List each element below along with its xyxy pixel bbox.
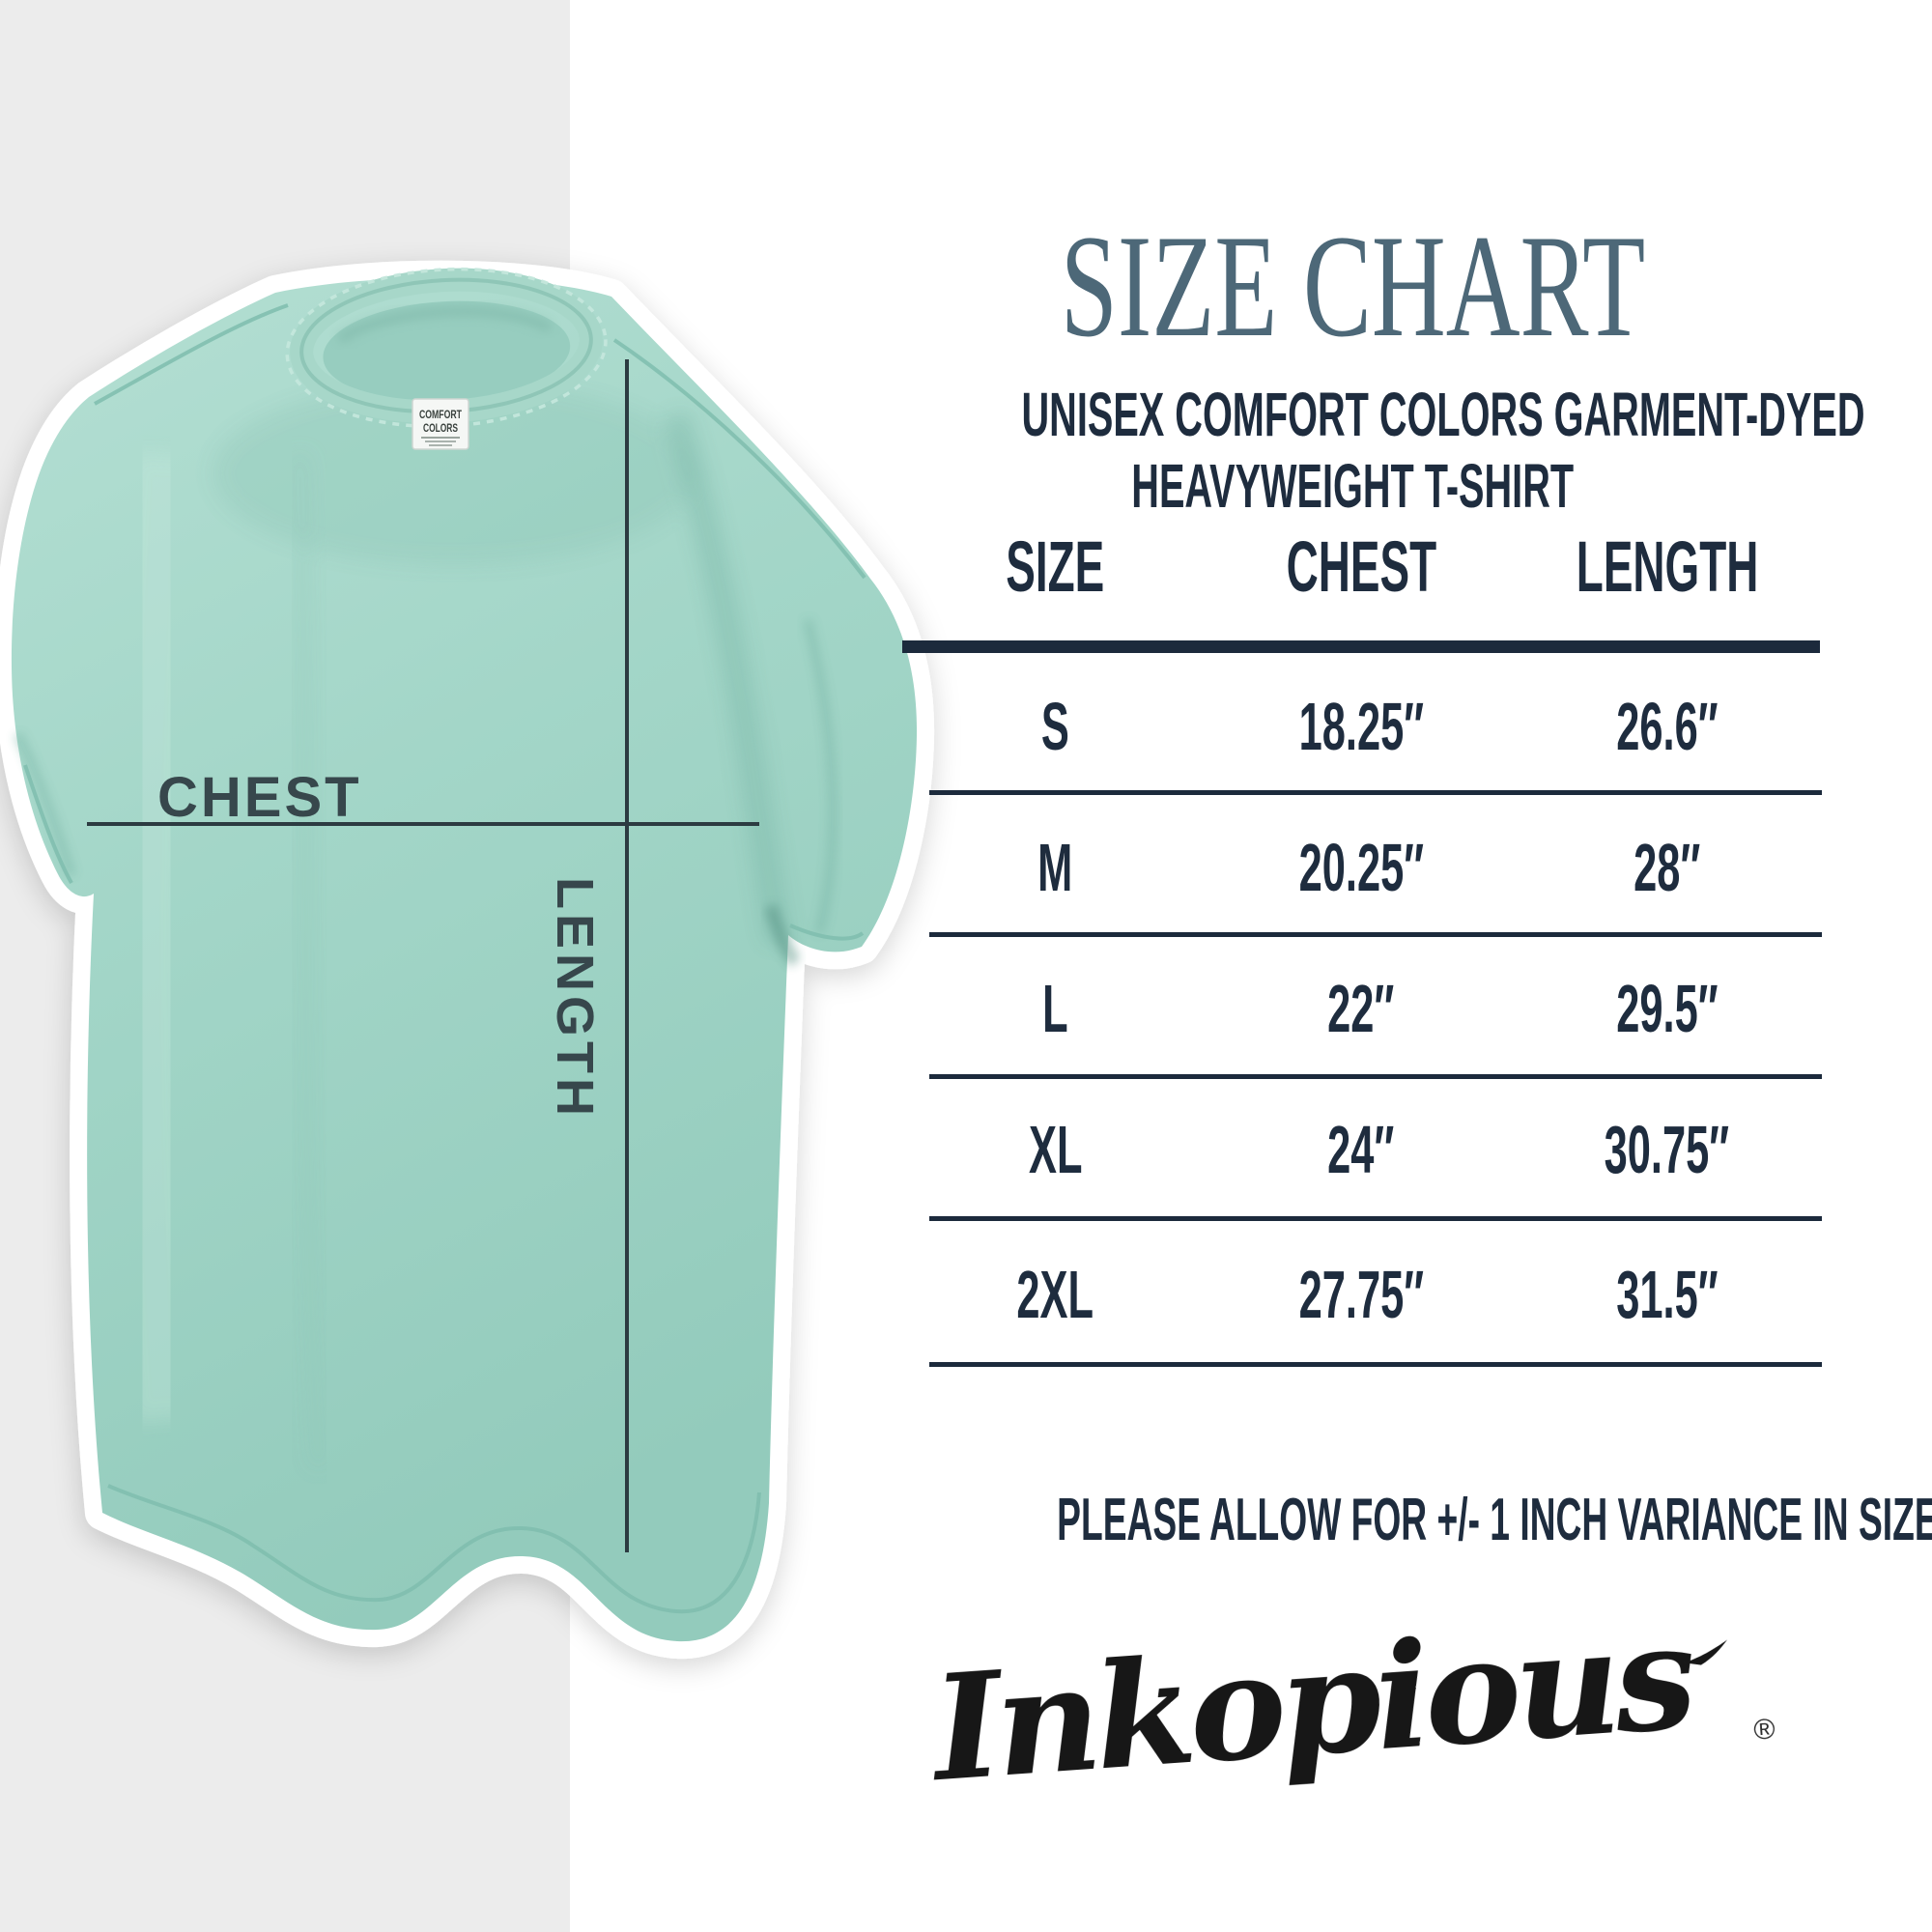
hem-stitching	[107, 1484, 761, 1614]
collar-tag-microtext	[421, 437, 460, 439]
size-value: L	[1042, 971, 1068, 1046]
brand-logo: Inkopious ®	[797, 1577, 1908, 1823]
page-title: SIZE CHART	[802, 213, 1903, 359]
body-crease-shade	[290, 453, 328, 1469]
under-collar-shade	[213, 382, 696, 565]
logo-flourish-icon	[1668, 1536, 1760, 1714]
shoulder-seam-right	[612, 338, 867, 580]
length-measure-label: LENGTH	[546, 877, 604, 1121]
table-row-divider	[929, 1074, 1822, 1079]
chest-value: 27.75″	[1298, 1257, 1424, 1332]
cuff-fold-left	[14, 731, 76, 877]
collar-tag-brand-line1: COMFORT	[419, 408, 462, 421]
chest-value: 20.25″	[1298, 830, 1424, 905]
cuff-stitch-right	[789, 923, 865, 941]
cuff-stitch-left	[23, 764, 73, 884]
collar-tag-microtext	[429, 444, 452, 446]
table-row: XL 24″ 30.75″	[902, 1092, 1820, 1208]
sleeve-fold-right	[803, 618, 838, 935]
body-highlight	[115, 452, 198, 1423]
length-value: 26.6″	[1616, 689, 1719, 764]
table-row: M 20.25″ 28″	[902, 810, 1820, 925]
subtitle-line2: HEAVYWEIGHT T-SHIRT	[1131, 451, 1574, 521]
armhole-shade-right	[664, 412, 791, 945]
page-subtitle: UNISEX COMFORT COLORS GARMENT-DYED HEAVY…	[763, 379, 1932, 522]
column-header-length: LENGTH	[1576, 526, 1758, 607]
table-row-divider	[929, 932, 1822, 937]
collar-tag: COMFORT COLORS	[412, 398, 469, 450]
length-value: 29.5″	[1616, 971, 1719, 1046]
shoulder-seam-left	[94, 303, 289, 406]
size-value: S	[1040, 689, 1069, 764]
registered-trademark-icon: ®	[1752, 1713, 1776, 1747]
collar-tag-brand-line2: COLORS	[423, 421, 458, 435]
table-row: S 18.25″ 26.6″	[902, 668, 1820, 784]
tshirt-body-shape	[0, 260, 935, 1660]
length-value: 30.75″	[1604, 1112, 1730, 1187]
column-header-size: SIZE	[1006, 526, 1105, 607]
table-row: 2XL 27.75″ 31.5″	[902, 1236, 1820, 1352]
collar-inner-shadow	[336, 306, 553, 344]
table-header-divider	[902, 640, 1820, 653]
subtitle-line1: UNISEX COMFORT COLORS GARMENT-DYED	[1021, 380, 1865, 449]
underarm-notch-right	[764, 904, 802, 967]
size-value: XL	[1028, 1112, 1083, 1187]
chest-measure-label: CHEST	[157, 766, 362, 829]
table-row-divider	[929, 1216, 1822, 1221]
page-title-text: SIZE CHART	[1060, 205, 1645, 367]
tshirt-sticker: COMFORT COLORS	[0, 260, 935, 1660]
table-row-divider	[929, 790, 1822, 795]
length-value: 31.5″	[1616, 1257, 1719, 1332]
table-bottom-divider	[929, 1362, 1822, 1367]
collar-opening	[323, 300, 571, 403]
collar-tag-microtext	[425, 440, 456, 442]
table-row: L 22″ 29.5″	[902, 951, 1820, 1066]
length-value: 28″	[1634, 830, 1701, 905]
chest-value: 18.25″	[1298, 689, 1424, 764]
column-header-chest: CHEST	[1286, 526, 1436, 607]
size-variance-note: PLEASE ALLOW FOR +/- 1 INCH VARIANCE IN …	[1057, 1487, 1932, 1553]
size-table-header-row: SIZE CHEST LENGTH	[902, 518, 1820, 614]
size-value: M	[1037, 830, 1073, 905]
chest-value: 24″	[1327, 1112, 1395, 1187]
chest-value: 22″	[1327, 971, 1395, 1046]
size-value: 2XL	[1016, 1257, 1094, 1332]
